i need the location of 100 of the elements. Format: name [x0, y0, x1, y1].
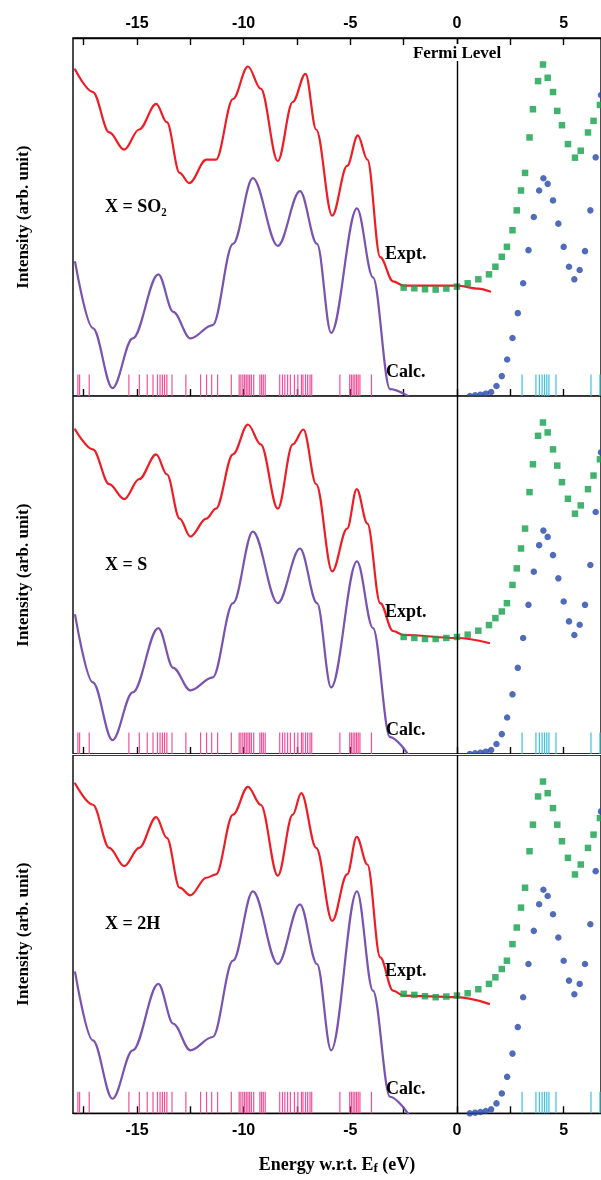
point: [482, 390, 490, 396]
point: [525, 601, 532, 609]
point: [514, 1023, 522, 1030]
point: [493, 741, 500, 748]
point: [549, 552, 557, 559]
point: [560, 598, 567, 606]
point: [560, 957, 567, 964]
point: [565, 618, 573, 625]
point: [509, 582, 516, 589]
point: [554, 462, 561, 470]
point: [554, 821, 561, 828]
point: [482, 748, 490, 755]
point: [539, 777, 547, 785]
point: [565, 263, 573, 270]
point: [485, 271, 493, 278]
point: [400, 990, 407, 997]
point: [443, 635, 450, 642]
point: [509, 1050, 516, 1057]
point: [581, 247, 589, 255]
point: [513, 923, 520, 931]
y-axis-title: Intensity (arb. unit): [12, 145, 32, 289]
point: [544, 533, 551, 541]
point: [503, 356, 511, 363]
point: [443, 992, 450, 1000]
point: [584, 129, 592, 136]
point: [544, 180, 551, 188]
annotation: X = S: [105, 554, 148, 575]
point: [509, 227, 516, 234]
point: [540, 174, 547, 182]
point: [432, 286, 439, 293]
point: [558, 837, 566, 845]
annotation: X = 2H: [105, 913, 161, 934]
point: [590, 117, 597, 125]
point: [498, 731, 506, 738]
point: [535, 187, 543, 194]
point: [560, 243, 567, 251]
annotation: Calc.: [385, 719, 426, 740]
point: [509, 691, 516, 698]
point: [576, 266, 583, 274]
point: [555, 933, 562, 941]
point: [503, 957, 511, 964]
annotation: Calc.: [385, 1077, 426, 1098]
point: [498, 1089, 506, 1097]
point: [544, 429, 551, 437]
point: [519, 280, 527, 287]
x-tick-label: 5: [559, 13, 569, 31]
point: [509, 940, 516, 948]
point: [592, 509, 599, 516]
point: [503, 1073, 511, 1080]
annotation: Expt.: [384, 243, 427, 263]
x-tick-label: 0: [452, 1120, 462, 1138]
point: [530, 568, 538, 576]
point: [475, 276, 482, 283]
point: [535, 900, 543, 908]
point: [549, 197, 557, 204]
point: [534, 792, 542, 800]
point: [517, 187, 525, 194]
point: [554, 107, 561, 115]
ref-line-label: Fermi Level: [412, 43, 502, 62]
point: [544, 74, 551, 82]
point: [521, 525, 529, 533]
point: [571, 154, 579, 161]
point: [492, 973, 499, 981]
point: [487, 388, 495, 396]
point: [577, 502, 584, 509]
point: [411, 991, 418, 998]
point: [539, 61, 547, 68]
point: [477, 749, 484, 755]
point: [464, 280, 471, 287]
annotation: X = SO₂: [105, 196, 167, 217]
point: [492, 263, 499, 270]
point: [555, 220, 562, 227]
point: [443, 285, 450, 292]
point: [526, 489, 533, 496]
point: [509, 334, 516, 342]
point: [432, 636, 439, 643]
point: [592, 154, 599, 161]
x-tick-label: -5: [343, 1120, 358, 1138]
point: [526, 847, 533, 855]
point: [555, 575, 562, 582]
point: [471, 1109, 479, 1116]
x-tick-label: -15: [125, 1120, 149, 1138]
point: [513, 207, 520, 214]
point: [577, 860, 584, 868]
point: [525, 246, 532, 254]
point: [544, 789, 551, 797]
y-axis-title: Intensity (arb. unit): [12, 862, 32, 1006]
point: [493, 382, 500, 390]
x-tick-label: -5: [343, 13, 358, 31]
point: [571, 632, 578, 639]
annotation: Calc.: [385, 361, 426, 382]
point: [519, 635, 527, 642]
point: [514, 309, 522, 317]
x-tick-label: -10: [232, 13, 256, 31]
point: [432, 993, 439, 1001]
point: [544, 892, 551, 899]
point: [503, 714, 511, 722]
x-tick-label: 5: [559, 1120, 569, 1138]
point: [590, 831, 597, 838]
point: [421, 286, 429, 293]
